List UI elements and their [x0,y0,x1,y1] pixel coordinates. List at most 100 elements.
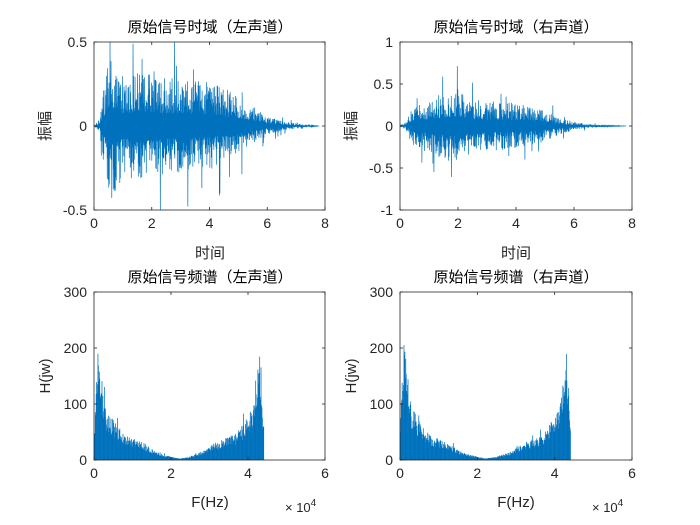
spectrum-bar [437,438,438,460]
x-tick-label: 4 [551,465,559,481]
spectrum-bar [210,446,212,460]
spectrum-bar [418,415,420,460]
spectrum-bar [421,434,423,460]
spectrum-bar [555,426,557,460]
spectrum-bar [492,457,494,460]
spectrum-bar [202,453,204,460]
spectrum-bar [510,453,512,460]
spectrum-bar [232,435,233,460]
panel-title: 原始信号时域（右声道） [433,18,598,36]
spectrum-bar [257,397,258,460]
spectrum-bar [545,440,547,460]
spectrum-bar [211,446,213,460]
spectrum-bar [136,441,137,460]
spectrum-bar [485,458,487,460]
y-axis-label: 振幅 [342,111,360,141]
spectrum-bar [405,358,407,460]
y-tick-label: 100 [370,396,394,412]
spectrum-bar [155,453,156,460]
spectrum-bar [569,420,570,460]
spectrum-bar [461,453,463,460]
spectrum-bar [123,437,125,460]
spectrum-bar [239,436,241,460]
spectrum-bar [137,441,139,460]
x-tick-label: 6 [321,465,329,481]
spectrum-bar [224,444,226,460]
spectrum-bar [190,455,192,460]
spectrum-bar [550,425,552,460]
spectrum-bar [503,454,504,460]
spectrum-bar [195,456,197,460]
spectrum-bar [228,444,230,460]
spectrum-bar [426,440,428,460]
spectrum-bar [428,439,430,460]
spectrum-bar [185,457,187,460]
spectrum-bar [562,387,564,460]
spectrum-bar [427,432,429,460]
spectrum-bar [420,429,422,460]
spectrum-bar [219,447,221,460]
x-exponent-label: × 104 [592,498,624,515]
spectrum-bar [236,441,237,460]
spectrum-bar [156,453,157,460]
spectrum-bar [439,440,441,460]
spectrum-bar [144,444,146,460]
spectrum-bar [230,435,232,460]
spectrum-bar [534,446,535,460]
spectrum-bar [240,435,242,460]
spectrum-bar [400,418,402,460]
spectrum-bar [259,399,261,460]
spectrum-bar [117,429,119,460]
spectrum-bar [419,424,421,460]
spectrum-bar [405,374,407,460]
spectrum-bar [438,445,439,460]
spectrum-bar [566,380,568,460]
spectrum-bar [472,455,474,460]
panel-right-spectrum: 原始信号频谱（右声道） F(Hz) H(jw) × 104 0 2 4 6 0 100 20… [343,268,636,515]
spectrum-bar [407,385,408,460]
spectrum-bar [435,446,436,460]
x-tick-label: 0 [90,215,98,231]
spectrum-bar [249,411,251,460]
spectrum-bar [223,443,225,460]
spectrum-bar [207,452,208,460]
spectrum-bar [186,457,188,460]
spectrum-bar [149,452,151,460]
spectrum-bar [154,453,156,460]
x-tick-label: 2 [454,215,462,231]
spectrum-bar [568,410,570,460]
spectrum-bar [425,435,426,460]
spectrum-bar [534,447,536,460]
spectrum-bar [473,455,474,460]
spectrum-bar [436,438,438,460]
panel-title: 原始信号频谱（右声道） [433,268,598,286]
spectrum-bar [108,415,110,460]
spectrum-bar [557,419,559,460]
spectrum-bar [416,425,418,460]
spectrum-bar [531,439,533,460]
spectrum-bar [144,450,145,460]
spectrum-bar [558,423,560,460]
spectrum-bar [136,445,138,460]
spectrum-bar [505,454,507,460]
spectrum-bar [491,457,493,460]
spectrum-bar [483,458,485,460]
spectrum-bar [245,424,246,460]
spectrum-bar [531,445,533,460]
spectrum-bar [250,427,252,460]
spectrum-bar [101,381,103,460]
spectrum-bar [255,394,257,460]
spectrum-bar [177,458,179,460]
spectrum-bar [443,447,445,460]
spectrum-bar [122,441,123,460]
spectrum-bar [509,455,510,460]
spectrum-bar [505,456,507,460]
spectrum-bar [160,455,162,460]
spectrum-bar [119,428,121,460]
spectrum-bar [195,453,197,460]
spectrum-bar [518,450,520,460]
spectrum-bar [123,443,124,460]
plot-area: 0 2 4 6 0 100 200 300 [64,284,329,481]
spectrum-bar [541,439,543,460]
spectrum-bar [553,431,554,460]
